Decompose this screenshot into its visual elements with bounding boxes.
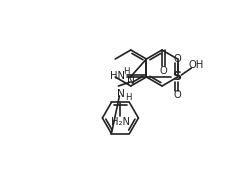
Text: N: N: [117, 89, 125, 99]
Text: H: H: [123, 67, 130, 76]
Text: HN: HN: [110, 71, 125, 81]
Text: H: H: [125, 93, 132, 102]
Text: N: N: [127, 76, 135, 86]
Text: O: O: [173, 90, 181, 100]
Text: H₂N: H₂N: [111, 117, 130, 127]
Text: S: S: [172, 71, 181, 83]
Text: OH: OH: [189, 60, 204, 70]
Text: O: O: [173, 54, 181, 64]
Text: O: O: [160, 66, 167, 76]
